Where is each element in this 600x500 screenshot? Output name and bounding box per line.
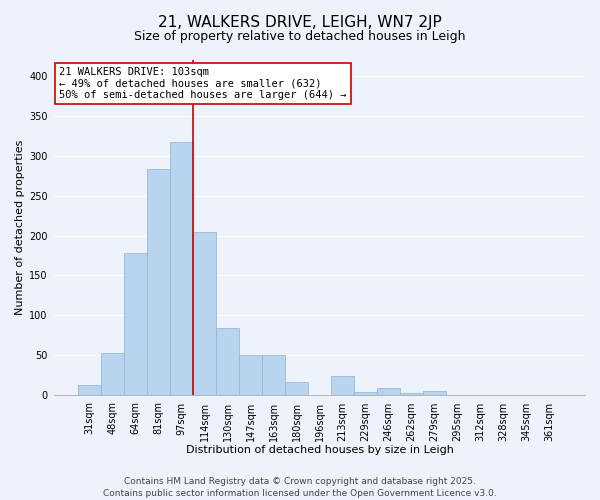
Text: Size of property relative to detached houses in Leigh: Size of property relative to detached ho… (134, 30, 466, 43)
Bar (285, 382, 308, 395)
Bar (147, 170, 170, 395)
X-axis label: Distribution of detached houses by size in Leigh: Distribution of detached houses by size … (185, 445, 454, 455)
Bar (124, 253, 147, 395)
Text: 21, WALKERS DRIVE, LEIGH, WN7 2JP: 21, WALKERS DRIVE, LEIGH, WN7 2JP (158, 15, 442, 30)
Bar (377, 388, 400, 395)
Bar (101, 353, 124, 395)
Bar (331, 376, 354, 395)
Text: Contains HM Land Registry data © Crown copyright and database right 2025.
Contai: Contains HM Land Registry data © Crown c… (103, 476, 497, 498)
Bar (423, 391, 446, 395)
Bar (354, 392, 377, 395)
Bar (239, 354, 262, 395)
Text: 21 WALKERS DRIVE: 103sqm
← 49% of detached houses are smaller (632)
50% of semi-: 21 WALKERS DRIVE: 103sqm ← 49% of detach… (59, 66, 347, 100)
Bar (216, 328, 239, 395)
Bar (262, 354, 285, 395)
Bar (400, 393, 423, 395)
Bar (78, 385, 101, 395)
Y-axis label: Number of detached properties: Number of detached properties (15, 140, 25, 316)
Bar (170, 142, 193, 395)
Bar (193, 232, 216, 395)
